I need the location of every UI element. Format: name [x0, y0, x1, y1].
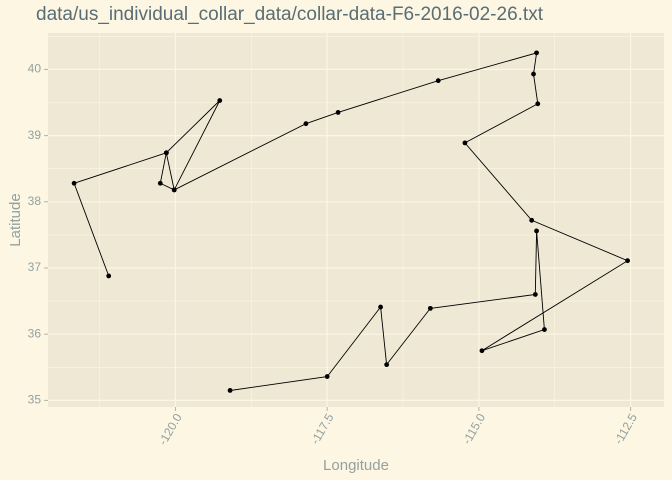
data-point [171, 187, 177, 193]
x-tick-label: -120.0 [156, 411, 185, 448]
data-point [462, 140, 468, 146]
x-axis-title: Longitude [323, 457, 389, 474]
x-tick-label: -117.5 [308, 411, 337, 447]
y-tick-label: 40 [28, 62, 42, 76]
x-tick-label: -112.5 [611, 411, 640, 447]
data-point [435, 78, 441, 84]
data-point [378, 304, 383, 310]
data-point [303, 121, 309, 127]
grid-minor [48, 33, 664, 407]
data-point [542, 327, 547, 332]
chart-title: data/us_individual_collar_data/collar-da… [36, 4, 543, 25]
data-point [324, 374, 330, 379]
x-tick-label: -115.0 [460, 411, 489, 447]
y-tick-label: 35 [28, 393, 42, 407]
data-point [335, 110, 341, 115]
data-point [163, 150, 169, 156]
data-point [106, 273, 112, 279]
data-point [479, 348, 485, 354]
data-point [534, 50, 539, 56]
plot-panel [48, 33, 664, 407]
data-point [427, 305, 433, 311]
x-axis-ticks: -120.0 -117.5 -115.0 -112.5 [156, 407, 640, 448]
data-point [625, 258, 630, 264]
y-axis-ticks: 35 36 37 38 39 40 [28, 62, 48, 407]
data-point [532, 292, 538, 297]
data-point [71, 180, 77, 186]
y-tick-label: 39 [28, 128, 42, 142]
data-point [535, 101, 541, 107]
data-point [217, 98, 223, 103]
data-point [531, 71, 536, 77]
y-axis-title: Latitude [7, 193, 24, 246]
data-point [384, 362, 390, 368]
data-points [71, 50, 630, 393]
data-point [534, 228, 539, 234]
y-tick-label: 37 [28, 260, 42, 274]
grid-major [48, 33, 664, 407]
y-tick-label: 36 [28, 326, 42, 340]
track-line [73, 52, 629, 391]
y-tick-label: 38 [28, 194, 42, 208]
data-point [157, 180, 163, 186]
data-point [227, 388, 233, 393]
data-point [529, 217, 535, 223]
